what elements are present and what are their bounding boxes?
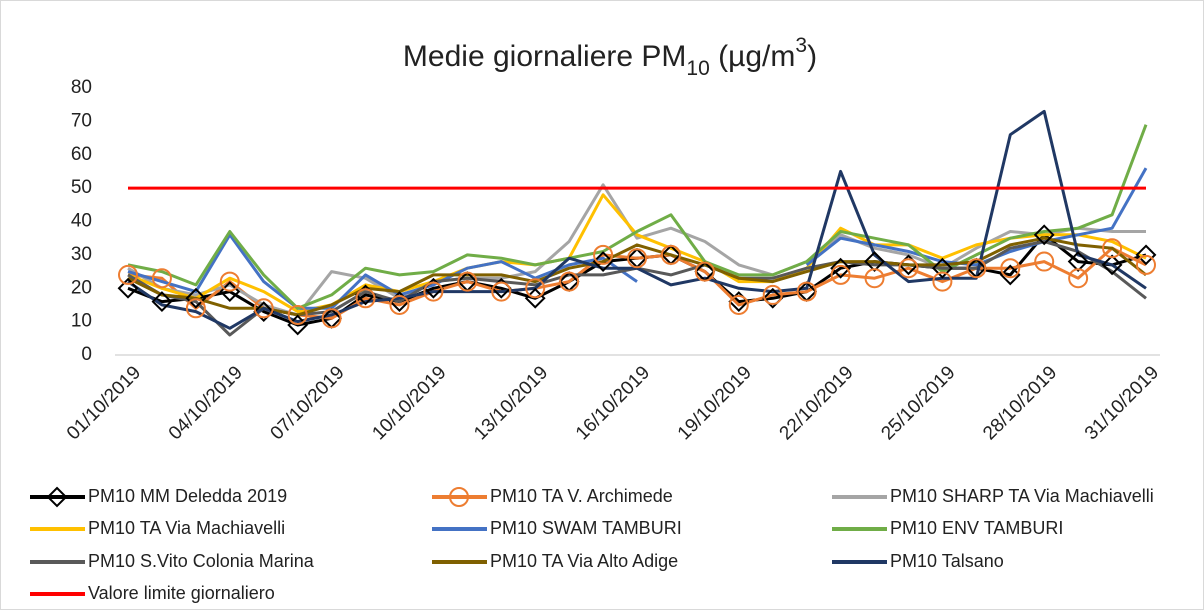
circle-marker xyxy=(1136,254,1156,275)
chart-title: Medie giornaliere PM10 (µg/m3) xyxy=(403,34,817,80)
legend-label: PM10 S.Vito Colonia Marina xyxy=(88,551,315,571)
title-part: (µg/m xyxy=(710,40,796,73)
circle-marker xyxy=(864,268,885,289)
circle-marker xyxy=(389,294,410,315)
y-tick-label: 10 xyxy=(71,311,92,332)
circle-marker xyxy=(1102,238,1123,259)
circle-marker xyxy=(219,271,240,292)
legend-label: PM10 Talsano xyxy=(890,551,1004,571)
diamond-marker xyxy=(1135,244,1157,266)
diamond-marker xyxy=(185,287,207,309)
diamond-marker xyxy=(592,251,614,272)
circle-marker xyxy=(593,244,614,265)
y-tick-label: 70 xyxy=(71,110,92,131)
legend-label: Valore limite giornaliero xyxy=(88,583,275,603)
diamond-marker xyxy=(830,257,852,279)
legend-label: PM10 MM Deledda 2019 xyxy=(88,486,287,506)
title-part: Medie giornaliere PM xyxy=(403,40,686,73)
circle-marker xyxy=(423,281,444,302)
circle-marker xyxy=(449,487,469,507)
circle-marker xyxy=(355,288,376,309)
y-tick-label: 20 xyxy=(71,277,92,298)
circle-marker xyxy=(118,264,138,285)
circle-marker xyxy=(1034,251,1055,272)
circle-marker xyxy=(660,244,681,265)
circle-marker xyxy=(1000,258,1021,279)
diamond-marker xyxy=(864,251,885,272)
diamond-marker xyxy=(46,486,68,508)
circle-marker xyxy=(830,264,851,285)
legend-label: PM10 ENV TAMBURI xyxy=(890,518,1063,538)
series-line xyxy=(127,124,1148,310)
title-part: 3 xyxy=(795,34,807,57)
circle-marker xyxy=(898,258,919,279)
series-line xyxy=(127,193,1147,314)
y-tick-label: 50 xyxy=(71,177,92,198)
diamond-marker xyxy=(762,287,784,309)
diamond-marker xyxy=(1067,251,1089,272)
diamond-marker xyxy=(151,291,173,313)
legend-label: PM10 TA V. Archimede xyxy=(490,486,673,506)
y-tick-label: 40 xyxy=(71,211,92,232)
circle-marker xyxy=(253,298,274,319)
circle-marker xyxy=(321,308,342,329)
circle-marker xyxy=(525,278,546,299)
y-tick-label: 60 xyxy=(71,144,92,165)
title-part: ) xyxy=(807,40,817,73)
diamond-marker xyxy=(1033,224,1055,246)
legend-label: PM10 TA Via Alto Adige xyxy=(490,551,678,571)
diamond-marker xyxy=(999,264,1021,286)
circle-marker xyxy=(627,248,647,269)
circle-marker xyxy=(796,281,817,302)
circle-marker xyxy=(491,281,512,302)
legend-label: PM10 SWAM TAMBURI xyxy=(490,518,682,538)
circle-marker xyxy=(932,271,953,292)
y-tick-label: 0 xyxy=(81,344,92,365)
circle-marker xyxy=(966,258,987,279)
diamond-marker xyxy=(1101,254,1123,276)
circle-marker xyxy=(457,271,478,292)
diamond-marker xyxy=(117,277,139,299)
circle-marker xyxy=(762,284,783,305)
circle-marker xyxy=(694,261,715,282)
circle-marker xyxy=(287,304,308,325)
circle-marker xyxy=(559,271,580,292)
circle-marker xyxy=(185,298,206,319)
circle-marker xyxy=(1068,268,1089,289)
legend-label: PM10 TA Via Machiavelli xyxy=(88,518,285,538)
y-tick-label: 80 xyxy=(71,77,92,98)
diamond-marker xyxy=(931,257,953,279)
y-tick-label: 30 xyxy=(71,244,92,265)
circle-marker xyxy=(151,268,172,289)
circle-marker xyxy=(728,294,749,315)
title-part: 10 xyxy=(686,57,709,80)
legend-label: PM10 SHARP TA Via Machiavelli xyxy=(890,486,1154,506)
diamond-marker xyxy=(253,301,275,323)
